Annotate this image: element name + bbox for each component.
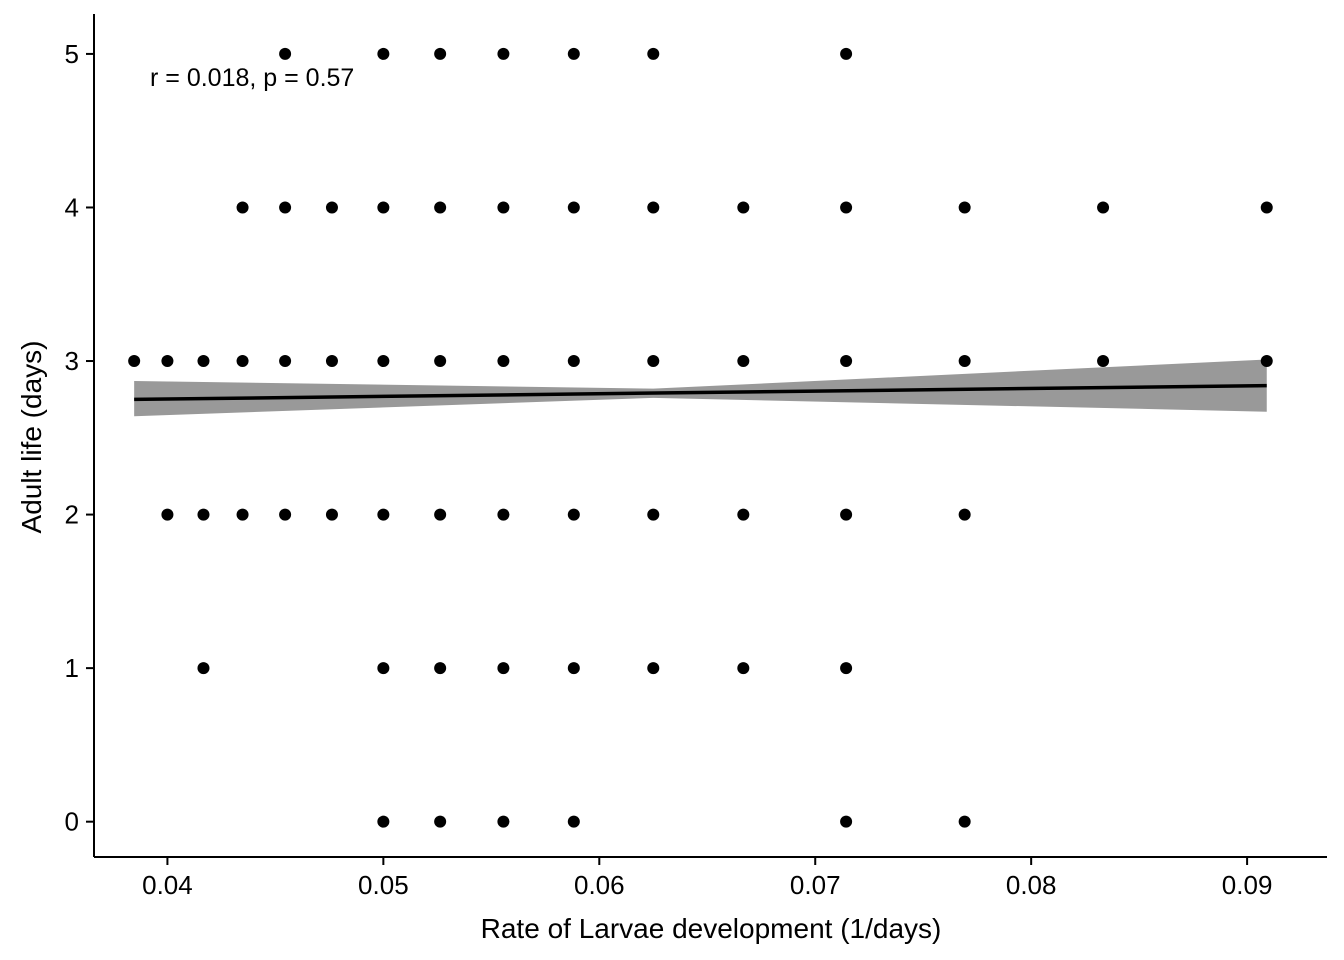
y-tick-label: 2	[65, 500, 79, 530]
data-point	[647, 355, 660, 368]
data-point	[279, 355, 292, 368]
data-point	[279, 201, 292, 214]
data-point	[737, 201, 750, 214]
data-point	[737, 508, 750, 521]
regression-line	[134, 383, 1267, 402]
data-point	[647, 662, 660, 675]
data-point	[1097, 355, 1110, 368]
data-point	[567, 815, 580, 828]
data-point	[1260, 201, 1273, 214]
y-tick-label: 5	[65, 39, 79, 69]
y-tick-label: 4	[65, 192, 79, 222]
data-point	[377, 47, 390, 60]
y-axis-title: Adult life (days)	[16, 341, 47, 534]
data-point	[840, 508, 853, 521]
data-point	[840, 355, 853, 368]
data-point	[197, 662, 210, 675]
x-axis-title: Rate of Larvae development (1/days)	[481, 913, 942, 944]
data-point	[377, 355, 390, 368]
data-point	[434, 662, 447, 675]
data-point	[840, 815, 853, 828]
data-point	[958, 508, 971, 521]
data-point	[647, 201, 660, 214]
data-point	[279, 508, 292, 521]
data-point	[161, 355, 174, 368]
data-point	[434, 47, 447, 60]
data-point	[647, 47, 660, 60]
data-point	[325, 201, 338, 214]
y-tick-label: 1	[65, 653, 79, 683]
data-point	[279, 47, 292, 60]
x-tick-label: 0.08	[1006, 870, 1057, 900]
y-tick-label: 0	[65, 807, 79, 837]
data-point	[958, 815, 971, 828]
data-point	[567, 662, 580, 675]
data-point	[377, 508, 390, 521]
data-point	[1260, 355, 1273, 368]
x-tick-label: 0.05	[358, 870, 409, 900]
data-point	[197, 508, 210, 521]
axes-layer: 0.04 0.05 0.06 0.07 0.08 0.09 0 1 2 3 4 5	[65, 14, 1327, 900]
data-point	[497, 815, 510, 828]
data-point	[325, 355, 338, 368]
data-point	[840, 662, 853, 675]
data-point	[128, 355, 141, 368]
data-point	[958, 355, 971, 368]
data-point	[497, 355, 510, 368]
data-point	[567, 508, 580, 521]
data-point	[737, 662, 750, 675]
x-tick-label: 0.09	[1222, 870, 1273, 900]
data-point	[497, 662, 510, 675]
data-point	[434, 815, 447, 828]
data-point	[197, 355, 210, 368]
data-point	[958, 201, 971, 214]
data-point	[497, 47, 510, 60]
data-point	[1097, 201, 1110, 214]
data-point	[325, 508, 338, 521]
data-point	[377, 815, 390, 828]
data-point	[497, 508, 510, 521]
data-point	[567, 355, 580, 368]
data-point	[236, 508, 249, 521]
data-point	[434, 508, 447, 521]
confidence-band-layer	[134, 359, 1267, 417]
x-tick-label: 0.07	[790, 870, 841, 900]
data-point	[434, 355, 447, 368]
x-tick-label: 0.04	[142, 870, 193, 900]
data-point	[647, 508, 660, 521]
data-point	[434, 201, 447, 214]
confidence-band	[134, 359, 1267, 417]
data-point	[497, 201, 510, 214]
correlation-annotation: r = 0.018, p = 0.57	[150, 64, 354, 92]
data-point	[840, 47, 853, 60]
data-point	[236, 355, 249, 368]
y-tick-label: 3	[65, 346, 79, 376]
x-tick-label: 0.06	[574, 870, 625, 900]
data-point	[377, 201, 390, 214]
data-point	[161, 508, 174, 521]
fit-line-layer	[134, 383, 1267, 402]
data-point	[377, 662, 390, 675]
data-point	[840, 201, 853, 214]
data-point	[236, 201, 249, 214]
data-point	[737, 355, 750, 368]
data-point	[567, 201, 580, 214]
data-point	[567, 47, 580, 60]
points-layer	[128, 47, 1273, 828]
